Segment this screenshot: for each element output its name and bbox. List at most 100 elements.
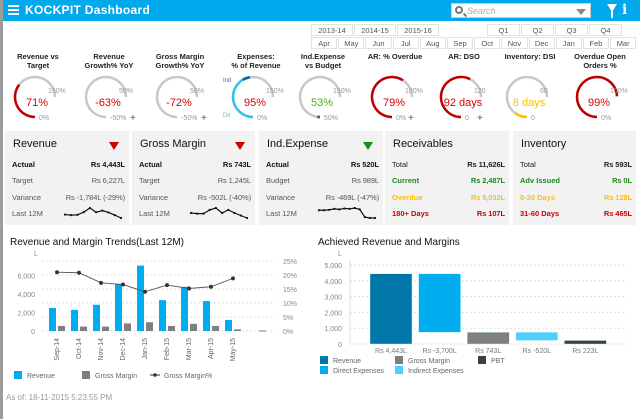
period-quarter-q1[interactable]: Q1 bbox=[487, 24, 520, 36]
sparkline-point bbox=[88, 206, 91, 210]
row-label: 0-30 Days bbox=[520, 193, 556, 202]
gauge-title-line: Growth% YoY bbox=[84, 61, 134, 70]
gauge-1[interactable]: Revenue Growth% YoY -63% 50% -50% + bbox=[69, 50, 149, 128]
row-label: Variance bbox=[139, 193, 169, 202]
gauge-8[interactable]: Overdue Open Orders % 99% 100% 0% bbox=[560, 50, 640, 128]
period-month-apr[interactable]: Apr bbox=[311, 37, 338, 49]
sparkline-point bbox=[368, 216, 372, 220]
row-value: Rs 4,443L bbox=[90, 160, 125, 169]
filter-icon[interactable] bbox=[607, 4, 617, 18]
period-quarter-q4[interactable]: Q4 bbox=[589, 24, 622, 36]
gauge-dial: 8 days 60 0 bbox=[505, 75, 549, 122]
gauge-0[interactable]: Revenue vs Target 71% 150% 0% bbox=[0, 50, 78, 128]
x-tick-label: Rs -520L bbox=[523, 348, 552, 355]
expand-plus-icon[interactable]: + bbox=[201, 113, 207, 124]
x-tick-label: Feb-15 bbox=[164, 338, 171, 360]
sparkline-point bbox=[107, 211, 110, 214]
gauge-min-label: -50% bbox=[110, 115, 126, 122]
revenue-bar bbox=[49, 307, 56, 331]
search-icon bbox=[455, 6, 463, 14]
row-label: Overdue bbox=[392, 193, 423, 202]
legend-gross-margin: Gross Margin bbox=[95, 373, 137, 380]
gauge-track bbox=[298, 75, 342, 119]
x-tick-label: Dec-14 bbox=[120, 338, 127, 361]
gauge-title-line: Orders % bbox=[583, 61, 617, 70]
sparkline-point bbox=[245, 216, 249, 220]
row-label: Budget bbox=[266, 176, 290, 185]
period-month-oct[interactable]: Oct bbox=[474, 37, 501, 49]
period-month-mar[interactable]: Mar bbox=[610, 37, 637, 49]
sparkline-point bbox=[373, 216, 377, 220]
gauge-4[interactable]: Ind.Expense vs Budget 53% 150% 50% bbox=[283, 50, 363, 128]
gauge-dial: 95%150% 0% Ind Dir bbox=[223, 75, 284, 122]
period-quarter-q3[interactable]: Q3 bbox=[555, 24, 588, 36]
gauge-max-label: 150% bbox=[266, 88, 284, 95]
y-axis-unit: L bbox=[338, 251, 342, 258]
gauge-min-label: 0% bbox=[39, 115, 49, 122]
gauge-value-arc bbox=[231, 76, 254, 119]
gauge-title-line: Gross Margin bbox=[155, 52, 205, 61]
period-year-2015-16[interactable]: 2015-16 bbox=[397, 24, 439, 36]
sparkline-point bbox=[233, 211, 236, 215]
info-icon[interactable]: i bbox=[622, 2, 628, 18]
gauge-2[interactable]: Gross Margin Growth% YoY -72% 50% -50% + bbox=[140, 50, 220, 128]
period-month-nov[interactable]: Nov bbox=[501, 37, 528, 49]
period-month-dec[interactable]: Dec bbox=[528, 37, 555, 49]
gauge-5[interactable]: AR: % Overdue 79% 100% 0% + bbox=[355, 50, 435, 128]
x-tick-label: Apr-15 bbox=[208, 338, 215, 359]
kpi-card-receivables[interactable]: Receivables Total Rs 11,626L Current Rs 2,48… bbox=[385, 131, 509, 225]
sparkline-point bbox=[333, 207, 336, 211]
kpi-card-inventory[interactable]: Inventory Total Rs 593L Adv Issued Rs 0L 0-30… bbox=[513, 131, 636, 225]
period-month-jul[interactable]: Jul bbox=[392, 37, 419, 49]
gross-margin-pct-point bbox=[231, 276, 235, 281]
sparkline-point bbox=[101, 209, 104, 212]
gauge-value-arc bbox=[514, 112, 528, 119]
gauge-title-line: Target bbox=[26, 61, 50, 70]
sparkline-point bbox=[363, 215, 366, 219]
x-tick-label: Nov-14 bbox=[98, 338, 105, 361]
menu-icon[interactable] bbox=[8, 5, 19, 15]
sparkline-point bbox=[239, 214, 242, 217]
row-label: Total bbox=[392, 160, 408, 169]
period-month-may[interactable]: May bbox=[338, 37, 365, 49]
gauge-max-label: 60 bbox=[540, 88, 548, 95]
kpi-card-ind-expense[interactable]: Ind.Expense Actual Rs 520L Budget Rs 989L Var… bbox=[259, 131, 383, 225]
expand-plus-icon[interactable]: + bbox=[477, 113, 483, 124]
row-label: Total bbox=[520, 160, 536, 169]
gauge-3[interactable]: Expenses:% of Revenue 95% 150% 0% Ind Dir bbox=[216, 50, 296, 128]
gauge-dial: -72% 50% -50% + bbox=[155, 75, 207, 124]
period-year-2013-14[interactable]: 2013-14 bbox=[311, 24, 353, 36]
kpi-card-revenue[interactable]: Revenue Actual Rs 4,443L Target Rs 6,227L Var… bbox=[5, 131, 129, 225]
gauge-title: Expenses:% of Revenue bbox=[216, 52, 296, 70]
chevron-down-icon[interactable] bbox=[576, 9, 586, 15]
search-input[interactable] bbox=[467, 5, 572, 17]
period-month-aug[interactable]: Aug bbox=[419, 37, 446, 49]
row-value: Rs 1,245L bbox=[217, 176, 251, 185]
kpi-card-gross-margin[interactable]: Gross Margin Actual Rs 743L Target Rs 1,245L… bbox=[132, 131, 255, 225]
left-tick-label: 4,000 bbox=[17, 292, 35, 299]
gauge-min-label: 0% bbox=[601, 115, 611, 122]
period-month-feb[interactable]: Feb bbox=[582, 37, 610, 49]
gauge-7[interactable]: Inventory: DSI 8 days 60 0 bbox=[490, 50, 570, 128]
period-quarter-q2[interactable]: Q2 bbox=[521, 24, 554, 36]
search-box[interactable] bbox=[451, 3, 591, 18]
row-value: Rs 128L bbox=[603, 193, 632, 202]
expand-plus-icon[interactable]: + bbox=[130, 113, 136, 124]
period-month-jun[interactable]: Jun bbox=[365, 37, 392, 49]
y-tick-label: 3,000 bbox=[324, 295, 342, 302]
period-month-jan[interactable]: Jan bbox=[555, 37, 582, 49]
legend-swatch bbox=[478, 356, 486, 364]
period-year-2014-15[interactable]: 2014-15 bbox=[354, 24, 396, 36]
gauge-max-label: 100% bbox=[405, 88, 423, 95]
gauge-value: 79% bbox=[383, 97, 405, 109]
period-month-sep[interactable]: Sep bbox=[446, 37, 474, 49]
gauge-max-label: 50% bbox=[190, 88, 204, 95]
gauge-title: Inventory: DSI bbox=[490, 52, 570, 61]
gauge-min-label: 0 bbox=[531, 115, 535, 122]
gross-margin-pct-point bbox=[187, 286, 191, 291]
gauge-title-line: Inventory: DSI bbox=[504, 52, 556, 61]
sparkline-point bbox=[358, 208, 361, 211]
expand-plus-icon[interactable]: + bbox=[408, 113, 414, 124]
legend-swatch bbox=[320, 356, 328, 364]
gauge-6[interactable]: AR: DSO 92 days 120 0 + bbox=[424, 50, 504, 128]
